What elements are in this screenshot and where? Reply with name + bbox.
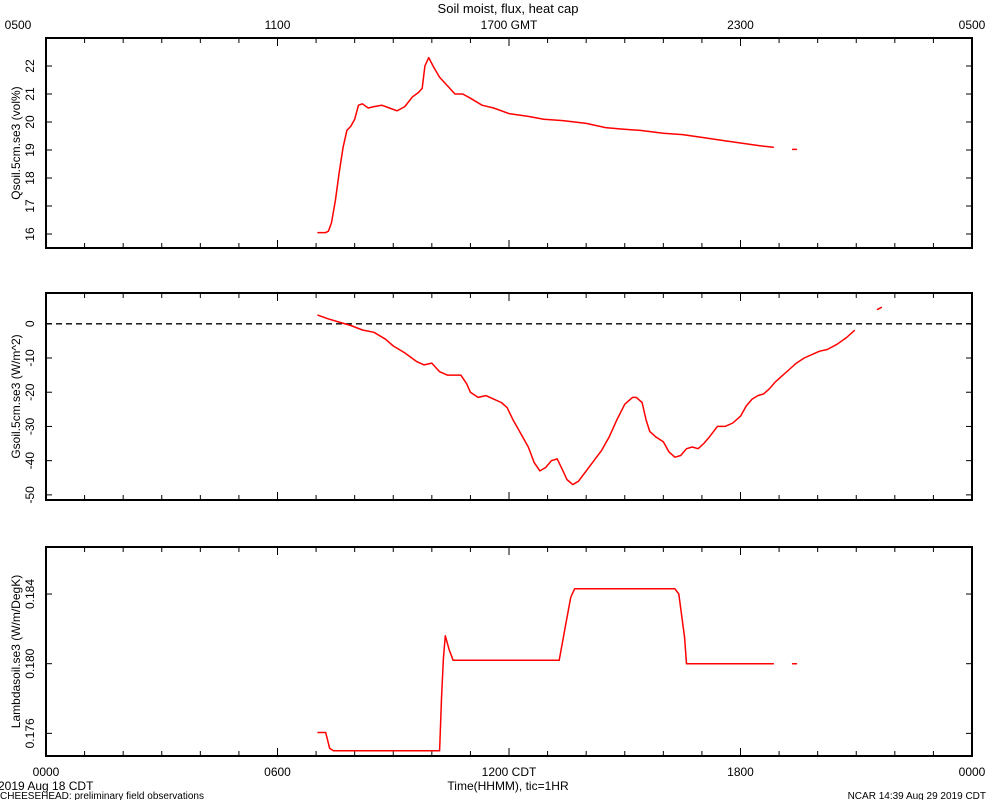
bottom-axis-label: 0000 [959, 765, 986, 779]
top-axis-label: 0500 [5, 18, 32, 32]
chart-title: Soil moist, flux, heat cap [438, 1, 579, 16]
y-tick-label: 18 [23, 171, 37, 185]
y-axis-label: Lambdasoil.se3 (W/m/DegK) [9, 575, 23, 728]
y-tick-label: 16 [23, 227, 37, 241]
series-line-segment-1 [317, 314, 856, 486]
bottom-axis-label: 1200 CDT [482, 765, 537, 779]
y-tick-label: -40 [23, 452, 37, 470]
y-tick-label: 22 [23, 59, 37, 73]
top-axis-label: 2300 [727, 18, 754, 32]
y-tick-label: -30 [23, 417, 37, 435]
series-line-segment-1 [317, 56, 775, 234]
y-tick-label: -10 [23, 349, 37, 367]
series-line-segment-2 [876, 306, 883, 311]
bottom-axis-labels: 0000 0600 1200 CDT 1800 0000 [33, 765, 986, 779]
y-axis-label: Qsoil.5cm.se3 (vol%) [9, 86, 23, 199]
y-tick-label: 0 [23, 320, 37, 327]
footer-right: NCAR 14:39 Aug 29 2019 CDT [848, 791, 986, 800]
x-axis-label: Time(HHMM), tic=1HR [447, 779, 569, 793]
top-axis-label: 0500 [959, 18, 986, 32]
y-tick-label: 0.176 [23, 718, 37, 748]
top-axis-label: 1100 [265, 18, 291, 32]
y-axis-label: Gsoil.5cm.se3 (W/m^2) [9, 334, 23, 458]
y-tick-label: 17 [23, 199, 37, 213]
bottom-axis-label: 1800 [727, 765, 754, 779]
plot-frame [45, 546, 973, 757]
plot-frame [45, 37, 973, 249]
panel-2: 0 -10 -20 -30 -40 -50 Gsoil.5cm.se3 (W/m^2) [9, 292, 973, 504]
y-tick-label: -20 [23, 383, 37, 401]
y-tick-label: -50 [23, 486, 37, 504]
bottom-axis-label: 0000 [33, 765, 60, 779]
footer-left: CHEESEHEAD: preliminary field observatio… [0, 791, 204, 800]
top-axis-label: 1700 GMT [481, 18, 538, 32]
y-tick-label: 19 [23, 143, 37, 157]
y-tick-label: 0.184 [23, 579, 37, 609]
y-tick-label: 21 [23, 87, 37, 101]
series-line-segment-1 [317, 588, 775, 752]
y-tick-label: 20 [23, 115, 37, 129]
top-axis-labels: 0500 1100 1700 GMT 2300 0500 [5, 18, 986, 32]
bottom-axis-label: 0600 [264, 765, 291, 779]
y-tick-label: 0.180 [23, 648, 37, 678]
date-label: 2019 Aug 18 CDT [0, 779, 94, 793]
